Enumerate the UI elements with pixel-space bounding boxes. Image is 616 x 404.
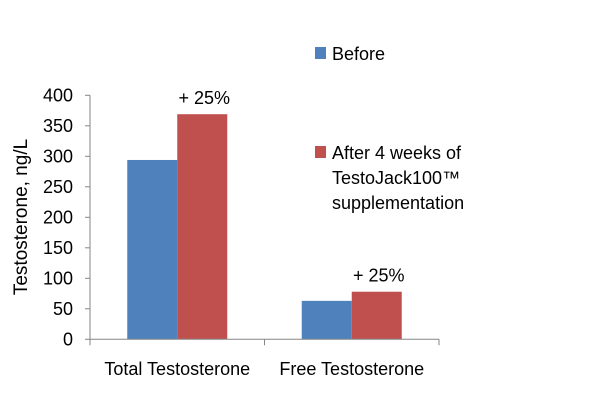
y-tick-label: 250	[43, 177, 73, 197]
legend-label-after: After 4 weeks of	[332, 143, 462, 163]
y-tick-label: 200	[43, 207, 73, 227]
percent-change-label: + 25%	[353, 266, 405, 286]
y-tick-label: 350	[43, 116, 73, 136]
x-tick-label: Total Testosterone	[104, 359, 250, 379]
percent-change-label: + 25%	[178, 88, 230, 108]
legend-label-before: Before	[332, 44, 385, 64]
bar-after	[351, 291, 402, 340]
legend-swatch-after	[315, 146, 326, 158]
y-tick-label: 300	[43, 146, 73, 166]
x-tick-label: Free Testosterone	[279, 359, 424, 379]
y-axis-label: Testosterone, ng/L	[11, 139, 32, 295]
y-tick-label: 0	[63, 329, 73, 349]
y-tick-label: 50	[53, 299, 73, 319]
y-tick-label: 100	[43, 268, 73, 288]
y-tick-label: 150	[43, 238, 73, 258]
bar-before	[127, 159, 178, 340]
bar-before	[301, 300, 352, 340]
legend: Before After 4 weeks of TestoJack100™ suppl…	[315, 44, 464, 213]
y-tick-label: 400	[43, 85, 73, 105]
legend-swatch-before	[315, 47, 326, 59]
legend-label-after: TestoJack100™	[332, 168, 460, 188]
legend-label-after: supplementation	[332, 193, 464, 213]
bar-after	[177, 114, 228, 340]
